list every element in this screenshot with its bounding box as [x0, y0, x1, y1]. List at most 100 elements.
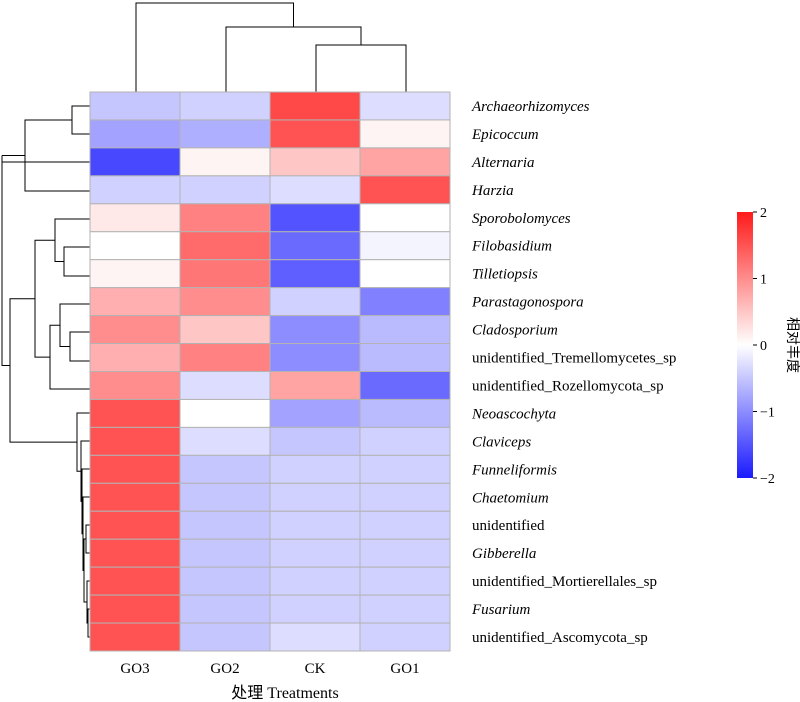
heatmap-cell: [89, 315, 181, 345]
colorbar-ticks: 2 1 0 −1 −2: [753, 206, 775, 487]
heatmap-cell: [359, 259, 451, 289]
heatmap-cell: [179, 287, 271, 317]
heatmap-cell: [269, 259, 361, 289]
heatmap-cell: [179, 231, 271, 261]
heatmap-cell: [89, 594, 181, 624]
heatmap-cell: [359, 91, 451, 121]
heatmap-cell: [89, 538, 181, 568]
heatmap-cell: [359, 203, 451, 233]
colorbar-tick-label: −1: [760, 406, 775, 421]
colorbar-tick-label: −2: [760, 472, 775, 487]
row-labels: Archaeorhizomyces Epicoccum Alternaria Harz…: [471, 99, 676, 646]
heatmap-cell: [179, 510, 271, 540]
heatmap-cell: [89, 175, 181, 205]
colorbar-title: 相对丰度: [784, 317, 800, 373]
heatmap-cell: [269, 510, 361, 540]
heatmap-cell: [269, 175, 361, 205]
heatmap-cell: [269, 454, 361, 484]
row-label: unidentified_Tremellomycetes_sp: [472, 351, 676, 367]
heatmap-cell: [359, 482, 451, 512]
colorbar-tick-label: 0: [760, 339, 767, 354]
heatmap-cell: [89, 147, 181, 177]
heatmap-cell: [89, 622, 181, 652]
heatmap-cell: [359, 119, 451, 149]
heatmap-cell: [89, 454, 181, 484]
heatmap-cell: [179, 426, 271, 456]
heatmap-cell: [269, 426, 361, 456]
row-label: Harzia: [471, 183, 514, 199]
heatmap-cell: [269, 566, 361, 596]
heatmap-cell: [179, 343, 271, 372]
heatmap-cell: [179, 538, 271, 568]
row-label: unidentified_Mortierellales_sp: [472, 574, 657, 590]
heatmap-cell: [179, 147, 271, 177]
heatmap-cell: [179, 482, 271, 512]
heatmap-cell: [179, 398, 271, 428]
row-label: Filobasidium: [471, 239, 552, 255]
heatmap-cell: [179, 91, 271, 121]
heatmap-frame: [89, 91, 451, 652]
row-label: Chaetomium: [472, 490, 549, 506]
row-label: Funneliformis: [471, 462, 557, 478]
row-label: Claviceps: [472, 434, 531, 450]
row-dendrogram: [1, 105, 90, 638]
column-label: GO3: [120, 661, 149, 677]
colorbar: 2 1 0 −1 −2 相对丰度: [737, 206, 800, 487]
row-label: unidentified_Ascomycota_sp: [472, 630, 648, 646]
heatmap-cell: [179, 622, 271, 652]
row-label: Gibberella: [472, 546, 536, 562]
row-label: Archaeorhizomyces: [471, 99, 590, 115]
heatmap-cell: [89, 119, 181, 149]
heatmap-cell: [179, 371, 271, 400]
heatmap-cell: [89, 287, 181, 317]
heatmap-cell: [359, 231, 451, 261]
heatmap-cell: [359, 371, 451, 400]
heatmap-cell: [179, 594, 271, 624]
heatmap-cell: [89, 371, 181, 400]
heatmap-cell: [269, 371, 361, 400]
heatmap-cell: [179, 454, 271, 484]
colorbar-tick-label: 2: [760, 206, 767, 221]
row-label: Sporobolomyces: [472, 211, 571, 227]
heatmap-cell: [359, 343, 451, 372]
heatmap-cell: [89, 343, 181, 372]
heatmap-cell: [359, 566, 451, 596]
heatmap-cell: [179, 119, 271, 149]
heatmap-cell: [269, 315, 361, 345]
heatmap-cell: [359, 287, 451, 317]
heatmap-cell: [359, 538, 451, 568]
row-label: unidentified: [472, 518, 545, 534]
heatmap-cell: [89, 203, 181, 233]
heatmap-cell: [359, 454, 451, 484]
heatmap-cell: [269, 287, 361, 317]
heatmap-cell: [179, 203, 271, 233]
heatmap-cell: [89, 426, 181, 456]
heatmap-cell: [89, 91, 181, 121]
heatmap-cell: [179, 259, 271, 289]
row-label: Epicoccum: [471, 127, 539, 143]
heatmap-cell: [179, 315, 271, 345]
column-dendrogram: [135, 2, 407, 92]
heatmap-cell: [359, 510, 451, 540]
heatmap-cell: [89, 259, 181, 289]
row-label: Neoascochyta: [471, 406, 556, 422]
heatmap-cell: [89, 231, 181, 261]
heatmap-cell: [269, 91, 361, 121]
heatmap-cell: [359, 398, 451, 428]
column-label: GO1: [390, 661, 419, 677]
row-label: Cladosporium: [472, 323, 558, 339]
heatmap-cell: [359, 622, 451, 652]
heatmap-cell: [179, 566, 271, 596]
heatmap-cell: [359, 147, 451, 177]
heatmap-cell: [269, 119, 361, 149]
heatmap-cell: [269, 622, 361, 652]
heatmap-cell: [269, 343, 361, 372]
heatmap-cell: [269, 398, 361, 428]
row-label: unidentified_Rozellomycota_sp: [472, 378, 664, 394]
column-label: GO2: [210, 661, 239, 677]
heatmap-cell: [269, 594, 361, 624]
heatmap-cell: [269, 482, 361, 512]
heatmap-cell: [359, 426, 451, 456]
row-label: Alternaria: [471, 155, 535, 171]
